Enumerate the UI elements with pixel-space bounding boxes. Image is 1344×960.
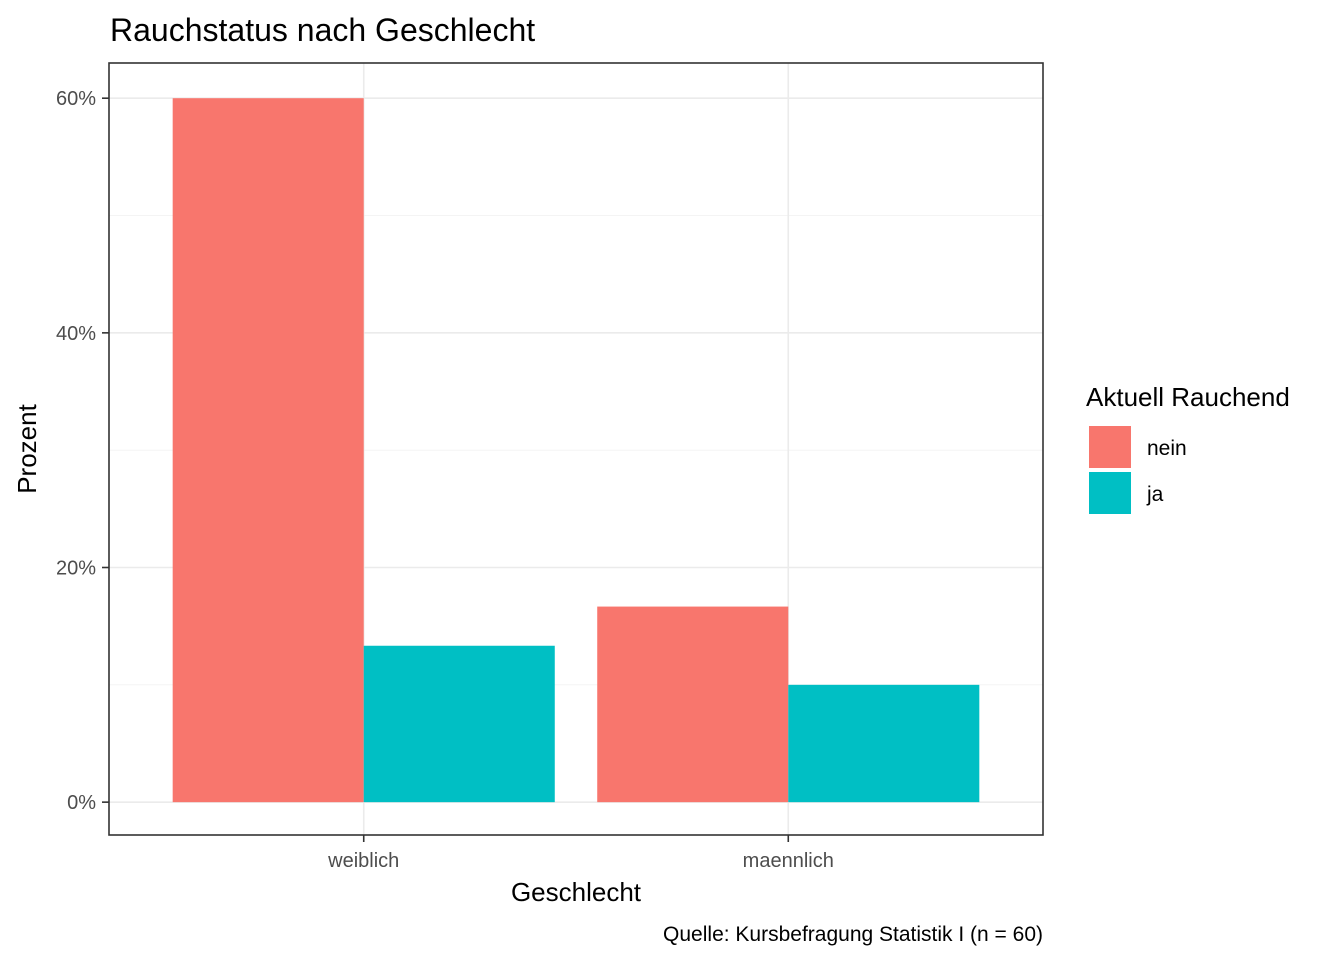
plot-panel-border [108, 62, 1044, 836]
y-axis-title: Prozent [12, 403, 42, 493]
x-axis: weiblich maennlich [327, 835, 834, 872]
legend-title: Aktuell Rauchend [1086, 382, 1290, 412]
y-tick-label: 0% [67, 792, 96, 814]
x-tick-label: weiblich [327, 850, 399, 872]
y-tick-label: 40% [56, 323, 96, 345]
bar-ja-maennlich [788, 684, 980, 803]
legend: Aktuell Rauchend nein ja [1086, 382, 1290, 514]
legend-key-nein [1089, 426, 1131, 468]
legend-label-ja: ja [1146, 483, 1164, 506]
x-tick-label: maennlich [743, 850, 834, 872]
y-tick-label: 20% [56, 557, 96, 579]
x-axis-title: Geschlecht [511, 877, 642, 907]
bar-nein-weiblich [172, 98, 364, 803]
chart-title: Rauchstatus nach Geschlecht [110, 12, 535, 48]
bar-nein-maennlich [597, 606, 789, 803]
bars [172, 98, 980, 803]
legend-key-ja [1089, 472, 1131, 514]
chart-caption: Quelle: Kursbefragung Statistik I (n = 6… [663, 923, 1043, 946]
y-axis: 0% 20% 40% 60% [56, 88, 109, 814]
bar-ja-weiblich [363, 645, 555, 803]
y-tick-label: 60% [56, 88, 96, 110]
legend-label-nein: nein [1147, 437, 1187, 460]
